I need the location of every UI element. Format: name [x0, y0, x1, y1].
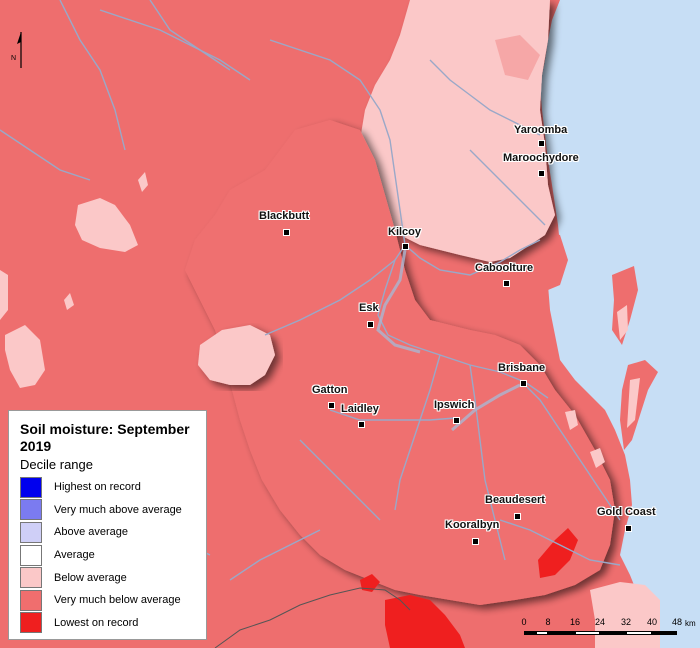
- region-below-scenic-2: [590, 448, 605, 468]
- scale-bar-segment: [524, 631, 536, 635]
- scale-tick: 32: [620, 617, 632, 627]
- scale-tick: 8: [545, 617, 551, 627]
- legend-title: Soil moisture: September 2019: [20, 421, 190, 454]
- region-lowest-1: [538, 528, 578, 578]
- scale-tick: 40: [646, 617, 658, 627]
- legend-swatch: [20, 521, 42, 543]
- legend-item-label: Lowest on record: [54, 616, 139, 629]
- town-label: Kooralbyn: [445, 519, 500, 531]
- scale-bar-segment: [575, 631, 600, 635]
- legend-item-label: Highest on record: [54, 481, 141, 494]
- town-marker: [283, 229, 290, 236]
- town-label: Maroochydore: [503, 152, 579, 164]
- scale-bar-segment: [652, 631, 677, 635]
- town-marker: [472, 538, 479, 545]
- region-below-scenic: [565, 410, 578, 430]
- region-below-west-1: [75, 198, 138, 252]
- region-below-west-6: [64, 293, 74, 310]
- scale-bar-segment: [626, 631, 652, 635]
- legend-item-below: Below average: [20, 566, 206, 589]
- major-rivers: [376, 249, 521, 432]
- north-arrow-icon: [17, 32, 22, 68]
- island-stradbroke-pale: [627, 378, 640, 428]
- town-marker: [625, 525, 632, 532]
- north-label: N: [11, 55, 17, 62]
- scale-bar: 0 8 16 24 32 40 48 km: [519, 617, 699, 647]
- legend-item-average: Average: [20, 544, 206, 567]
- legend-item-highest: Highest on record: [20, 476, 206, 499]
- scale-tick: 16: [569, 617, 581, 627]
- region-below-west-3: [5, 325, 45, 388]
- town-label: Ipswich: [434, 399, 475, 411]
- town-marker: [328, 402, 335, 409]
- scale-bar-segment: [600, 631, 626, 635]
- town-label: Gold Coast: [597, 506, 656, 518]
- legend-swatch: [20, 476, 42, 498]
- scale-bar-segment: [548, 631, 575, 635]
- town-marker: [367, 321, 374, 328]
- town-label: Gatton: [312, 384, 348, 396]
- legend-item-very-much-above: Very much above average: [20, 499, 206, 522]
- town-marker: [402, 243, 409, 250]
- legend-swatch: [20, 589, 42, 611]
- legend-item-label: Average: [54, 549, 95, 562]
- town-label: Esk: [359, 302, 379, 314]
- scale-unit: km: [685, 619, 696, 628]
- town-marker: [520, 380, 527, 387]
- legend-items: Highest on record Very much above averag…: [20, 476, 206, 634]
- legend-item-lowest: Lowest on record: [20, 612, 206, 635]
- region-lowest-2: [385, 595, 465, 648]
- town-label: Blackbutt: [259, 210, 310, 222]
- town-marker: [514, 513, 521, 520]
- legend-swatch: [20, 544, 42, 566]
- town-label: Beaudesert: [485, 494, 545, 506]
- town-label: Kilcoy: [388, 226, 422, 238]
- scale-tick: 48: [671, 617, 683, 627]
- region-below-west-4: [0, 270, 8, 320]
- town-label: Laidley: [341, 403, 379, 415]
- legend-subtitle: Decile range: [20, 457, 93, 472]
- town-label: Yaroomba: [514, 124, 568, 136]
- legend-item-very-much-below: Very much below average: [20, 589, 206, 612]
- town-label: Caboolture: [475, 262, 534, 274]
- north-arrow: N: [10, 30, 26, 70]
- region-below-west-5: [138, 172, 148, 192]
- scale-bar-segment: [536, 631, 548, 635]
- town-marker: [503, 280, 510, 287]
- region-lowest-3: [360, 574, 380, 592]
- island-bribie-pale: [617, 305, 628, 340]
- town-marker: [538, 140, 545, 147]
- coast-strip: [540, 230, 568, 290]
- legend-swatch: [20, 499, 42, 521]
- island-stradbroke: [620, 360, 658, 450]
- town-marker: [453, 417, 460, 424]
- region-below-northeast-dark: [495, 35, 540, 80]
- scale-tick: 24: [594, 617, 606, 627]
- admin-boundary: [214, 587, 411, 648]
- legend-swatch: [20, 567, 42, 589]
- town-marker: [538, 170, 545, 177]
- region-below-west-2: [198, 325, 275, 385]
- region-plateau: [185, 120, 615, 605]
- rivers: [0, 0, 621, 581]
- scale-tick: 0: [521, 617, 527, 627]
- map-legend: Soil moisture: September 2019 Decile ran…: [8, 410, 207, 640]
- legend-item-label: Above average: [54, 526, 128, 539]
- legend-swatch: [20, 612, 42, 634]
- legend-item-label: Very much above average: [54, 503, 182, 516]
- legend-item-above: Above average: [20, 521, 206, 544]
- town-label: Brisbane: [498, 362, 546, 374]
- legend-item-label: Below average: [54, 571, 127, 584]
- legend-item-label: Very much below average: [54, 594, 181, 607]
- town-marker: [358, 421, 365, 428]
